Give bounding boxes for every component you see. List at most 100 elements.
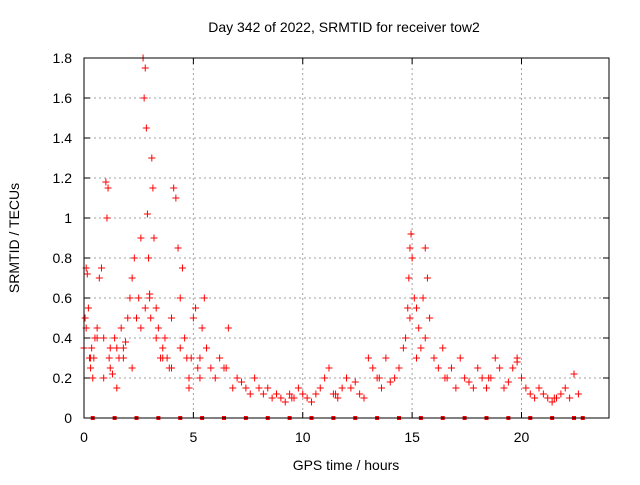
data-point — [338, 384, 346, 392]
data-point — [100, 374, 108, 382]
data-point — [113, 384, 121, 392]
y-axis-label: SRMTID / TECUs — [6, 183, 22, 293]
data-point — [369, 364, 377, 372]
data-point — [303, 394, 311, 402]
data-point — [399, 344, 407, 352]
data-point — [419, 294, 427, 302]
data-point — [461, 374, 469, 382]
data-point — [539, 390, 547, 398]
data-point — [149, 184, 157, 192]
data-point — [152, 334, 160, 342]
data-point — [391, 374, 399, 382]
data-point — [288, 394, 296, 402]
data-point — [176, 294, 184, 302]
data-point — [356, 390, 364, 398]
data-point — [347, 384, 355, 392]
grid-lines — [84, 58, 609, 418]
data-point — [159, 354, 167, 362]
data-point — [146, 290, 154, 298]
data-point — [161, 334, 169, 342]
data-point — [128, 364, 136, 372]
data-point — [535, 384, 543, 392]
data-point — [87, 354, 95, 362]
chart-title: Day 342 of 2022, SRMTID for receiver tow… — [208, 19, 480, 35]
x-tick-label: 5 — [189, 429, 197, 445]
data-point — [141, 304, 149, 312]
data-point — [168, 314, 175, 322]
data-point — [407, 230, 415, 238]
data-point — [405, 274, 413, 282]
data-point — [148, 154, 156, 162]
data-point — [485, 374, 493, 382]
data-point — [251, 374, 259, 382]
data-point — [152, 304, 160, 312]
plot-frame — [83, 57, 610, 419]
y-tick-label: 1.6 — [53, 90, 73, 106]
data-point — [246, 390, 254, 398]
data-point — [141, 64, 149, 72]
y-tick-label: 0.6 — [53, 290, 73, 306]
data-point — [233, 374, 241, 382]
data-point — [150, 234, 158, 242]
data-point — [561, 384, 569, 392]
data-point — [421, 334, 429, 342]
data-point — [504, 378, 512, 386]
data-point — [84, 304, 92, 312]
data-point — [93, 334, 101, 342]
data-point — [408, 254, 416, 262]
data-point — [281, 398, 289, 406]
data-point — [189, 314, 197, 322]
data-point — [386, 378, 394, 386]
data-point — [187, 354, 195, 362]
data-point — [147, 314, 155, 322]
data-point — [137, 324, 145, 332]
data-point — [196, 354, 204, 362]
data-point — [229, 384, 237, 392]
data-point — [181, 334, 189, 342]
data-point — [321, 374, 329, 382]
data-point — [119, 354, 127, 362]
data-point — [242, 384, 250, 392]
data-point — [375, 374, 383, 382]
data-point — [133, 314, 140, 322]
data-point — [104, 184, 112, 192]
data-point — [119, 344, 127, 352]
data-point — [83, 270, 91, 278]
data-point — [211, 374, 219, 382]
data-point — [108, 370, 116, 378]
data-point — [194, 364, 202, 372]
data-point — [402, 334, 410, 342]
data-point — [89, 374, 97, 382]
data-point — [286, 390, 294, 398]
data-point — [522, 384, 530, 392]
data-point — [415, 324, 423, 332]
data-point — [452, 384, 460, 392]
data-point — [128, 274, 136, 282]
data-point — [426, 314, 434, 322]
y-tick-label: 0.8 — [53, 250, 73, 266]
data-point — [87, 364, 95, 372]
y-tick-label: 1.2 — [53, 170, 73, 186]
data-point — [334, 394, 342, 402]
data-point — [544, 394, 552, 402]
data-point — [417, 344, 425, 352]
data-point — [222, 364, 230, 372]
data-point — [574, 390, 582, 398]
data-point — [113, 344, 121, 352]
y-tick-label: 1.8 — [53, 50, 73, 66]
data-point — [264, 384, 272, 392]
data-point — [102, 178, 110, 186]
data-point — [566, 394, 574, 402]
y-tick-label: 0 — [64, 410, 72, 426]
data-point — [137, 234, 145, 242]
data-point — [98, 264, 105, 272]
data-point — [176, 344, 184, 352]
y-tick-label: 1.4 — [53, 130, 73, 146]
data-point — [111, 334, 119, 342]
data-point — [518, 374, 525, 382]
data-point — [154, 324, 162, 332]
x-tick-label: 0 — [80, 429, 88, 445]
data-point — [172, 194, 180, 202]
data-point — [430, 354, 438, 362]
data-point — [255, 384, 263, 392]
